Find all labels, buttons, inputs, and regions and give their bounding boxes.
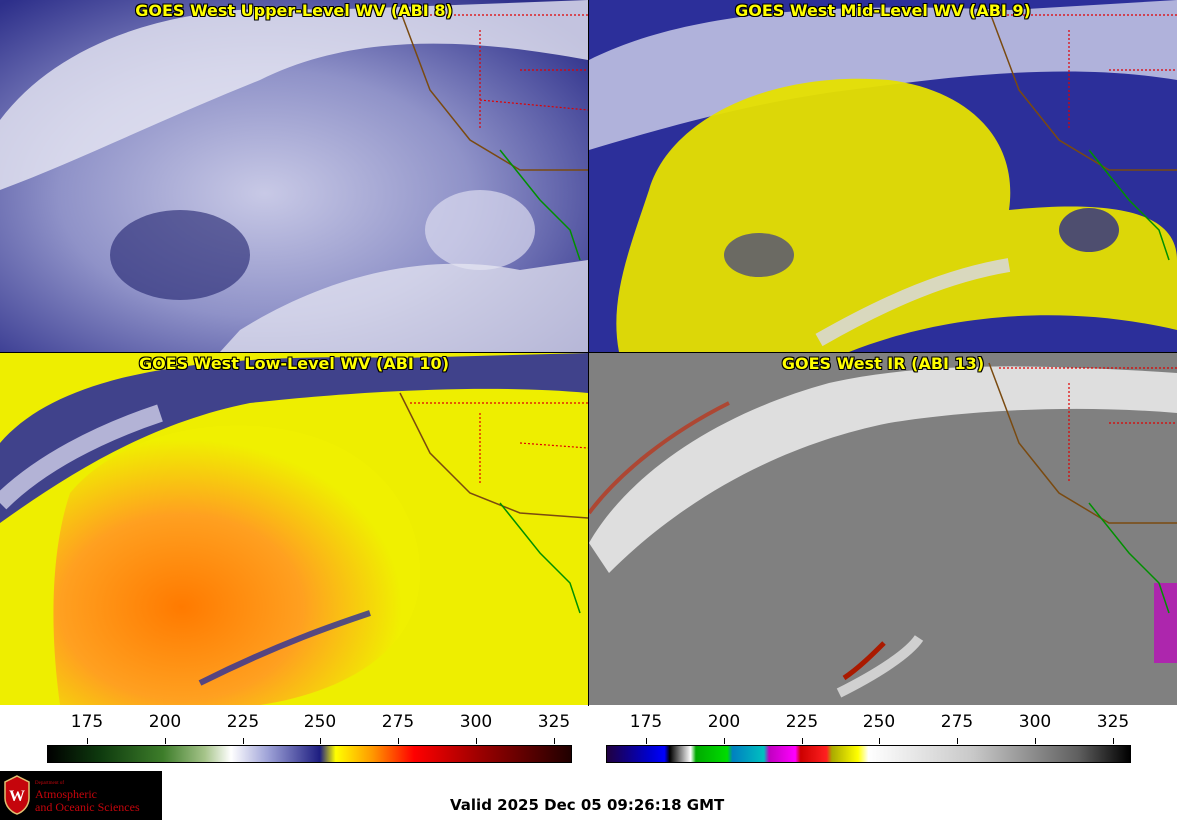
mid-level-wv-image	[589, 0, 1177, 352]
colorbar-tick	[879, 738, 880, 744]
ir-image	[589, 353, 1177, 705]
aos-logo: W Department of Atmospheric and Oceanic …	[0, 771, 162, 820]
colorbar-tick-label: 225	[226, 712, 260, 732]
wv-colorbar: 175 200 225 250 275 300 325	[47, 712, 572, 767]
panel-title: GOES West IR (ABI 13)	[781, 354, 985, 373]
wv-colorbar-gradient	[47, 745, 572, 763]
panel-title: GOES West Upper-Level WV (ABI 8)	[135, 1, 453, 20]
colorbar-tick-label: 225	[785, 712, 819, 732]
colorbar-tick-label: 175	[70, 712, 104, 732]
logo-name-line2: and Oceanic Sciences	[35, 800, 140, 814]
colorbar-tick	[398, 738, 399, 744]
ir-panel: GOES West IR (ABI 13)	[589, 353, 1177, 705]
colorbar-tick	[87, 738, 88, 744]
colorbar-tick	[320, 738, 321, 744]
low-level-wv-panel: GOES West Low-Level WV (ABI 10)	[0, 353, 588, 705]
valid-time-label: Valid 2025 Dec 05 09:26:18 GMT	[450, 796, 725, 814]
logo-dept-text: Department of	[35, 781, 65, 786]
colorbar-tick-label: 275	[381, 712, 415, 732]
mid-level-wv-panel: GOES West Mid-Level WV (ABI 9)	[589, 0, 1177, 352]
uw-seal-icon: W	[4, 775, 30, 815]
panel-title: GOES West Mid-Level WV (ABI 9)	[735, 1, 1031, 20]
upper-level-wv-panel: GOES West Upper-Level WV (ABI 8)	[0, 0, 588, 352]
colorbar-tick-label: 300	[1018, 712, 1052, 732]
ir-colorbar: 175 200 225 250 275 300 325	[606, 712, 1131, 767]
colorbar-tick	[646, 738, 647, 744]
low-level-wv-image	[0, 353, 588, 705]
colorbar-tick	[1035, 738, 1036, 744]
colorbar-tick	[243, 738, 244, 744]
svg-text:W: W	[9, 788, 25, 805]
colorbar-tick	[724, 738, 725, 744]
panel-divider-vertical	[588, 0, 589, 706]
panel-title: GOES West Low-Level WV (ABI 10)	[138, 354, 449, 373]
colorbar-tick-label: 175	[629, 712, 663, 732]
colorbar-tick-label: 200	[707, 712, 741, 732]
upper-level-wv-image	[0, 0, 588, 352]
colorbar-tick	[554, 738, 555, 744]
logo-name-line1: Atmospheric	[35, 787, 97, 801]
colorbar-tick	[476, 738, 477, 744]
colorbar-tick-label: 200	[148, 712, 182, 732]
colorbar-tick-label: 300	[459, 712, 493, 732]
colorbar-tick-label: 250	[303, 712, 337, 732]
colorbar-tick	[957, 738, 958, 744]
colorbar-tick-label: 325	[537, 712, 571, 732]
panel-divider-horizontal	[0, 352, 1177, 353]
colorbar-tick	[165, 738, 166, 744]
colorbar-tick	[802, 738, 803, 744]
colorbar-tick	[1113, 738, 1114, 744]
colorbar-tick-label: 325	[1096, 712, 1130, 732]
ir-colorbar-gradient	[606, 745, 1131, 763]
colorbar-tick-label: 275	[940, 712, 974, 732]
colorbar-tick-label: 250	[862, 712, 896, 732]
